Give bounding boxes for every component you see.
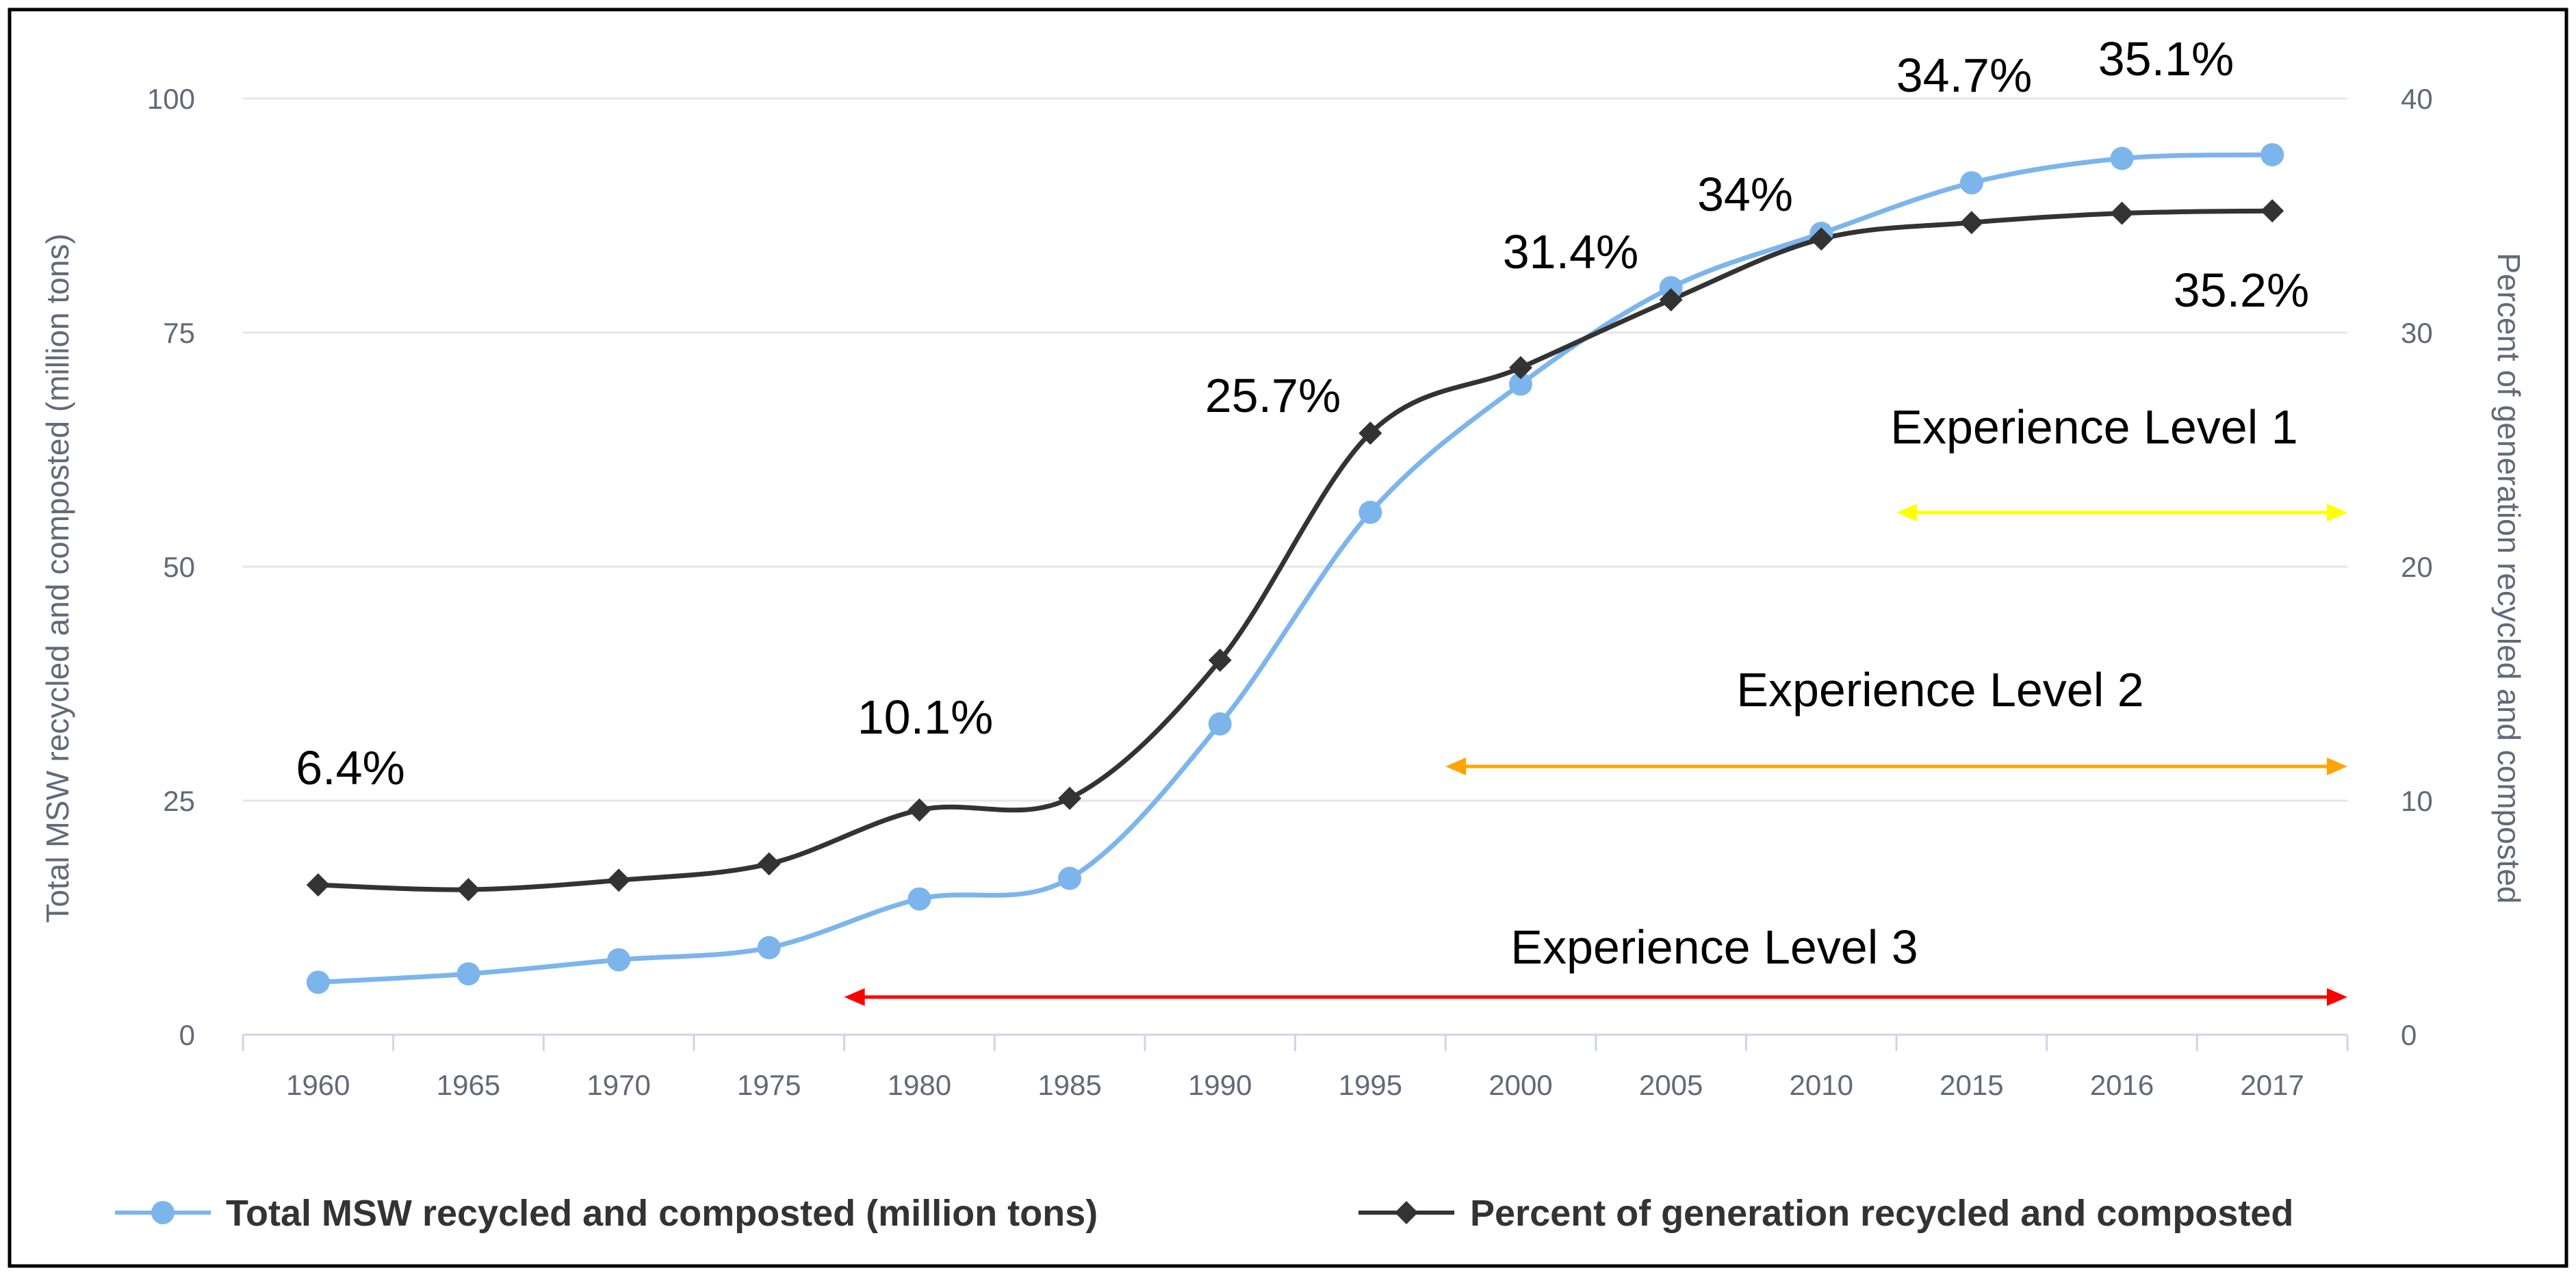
annotation-2005: 34% bbox=[1697, 168, 1793, 221]
series-markers bbox=[306, 143, 2284, 994]
left-tick-100: 100 bbox=[147, 83, 195, 115]
left-tick-25: 25 bbox=[163, 785, 195, 817]
percent-point-1965 bbox=[456, 877, 480, 901]
msw-point-1995 bbox=[1358, 500, 1382, 524]
right-tick-20: 20 bbox=[2401, 551, 2433, 583]
chart-border bbox=[8, 8, 2568, 1268]
msw-point-2017 bbox=[2261, 143, 2284, 167]
x-tick-1965: 1965 bbox=[437, 1069, 500, 1101]
experience-level-2-label: Experience Level 2 bbox=[1736, 663, 2143, 716]
msw-point-1960 bbox=[306, 970, 330, 994]
legend-diamond-icon bbox=[1395, 1201, 1418, 1224]
annotation-1980: 10.1% bbox=[858, 690, 993, 744]
msw-point-1970 bbox=[607, 948, 631, 972]
experience-levels: Experience Level 1 Experience Level 2 Ex… bbox=[844, 400, 2347, 1006]
msw-point-1985 bbox=[1058, 866, 1082, 890]
x-axis-ticks: 1960 1965 1970 1975 1980 1985 1990 1995 … bbox=[286, 1069, 2304, 1101]
percent-point-1990 bbox=[1208, 648, 1232, 672]
right-tick-40: 40 bbox=[2401, 83, 2433, 115]
right-tick-30: 30 bbox=[2401, 317, 2433, 349]
percent-point-2000 bbox=[1508, 356, 1532, 380]
legend-label-msw: Total MSW recycled and composted (millio… bbox=[226, 1193, 1098, 1234]
percent-point-1985 bbox=[1058, 786, 1082, 810]
annotation-1990: 25.7% bbox=[1205, 369, 1341, 422]
experience-level-3-label: Experience Level 3 bbox=[1510, 920, 1918, 974]
percent-point-1960 bbox=[306, 873, 330, 897]
x-tick-2016: 2016 bbox=[2090, 1069, 2154, 1101]
percent-point-2005 bbox=[1659, 288, 1683, 312]
x-tick-1970: 1970 bbox=[587, 1069, 650, 1101]
left-axis-ticks: 0 25 50 75 100 bbox=[147, 83, 195, 1051]
x-tick-2015: 2015 bbox=[1940, 1069, 2003, 1101]
percent-point-2017 bbox=[2261, 199, 2284, 223]
annotation-2017: 35.2% bbox=[2174, 263, 2309, 317]
x-tick-1990: 1990 bbox=[1188, 1069, 1252, 1101]
x-tick-1980: 1980 bbox=[888, 1069, 951, 1101]
x-tick-1960: 1960 bbox=[286, 1069, 350, 1101]
experience-level-2-arrow bbox=[1445, 758, 2347, 775]
percent-annotations: 6.4% 10.1% 25.7% 31.4% 34% 34.7% 35.1% 3… bbox=[296, 32, 2309, 794]
percent-point-2010 bbox=[1809, 227, 1833, 251]
series-line-msw bbox=[315, 152, 2275, 985]
legend-label-percent: Percent of generation recycled and compo… bbox=[1470, 1193, 2293, 1234]
x-tick-2010: 2010 bbox=[1790, 1069, 1853, 1101]
experience-level-1-label: Experience Level 1 bbox=[1890, 400, 2297, 454]
right-axis-title: Percent of generation recycled and compo… bbox=[2491, 253, 2527, 903]
msw-point-1965 bbox=[456, 962, 480, 986]
x-tick-2005: 2005 bbox=[1639, 1069, 1703, 1101]
annotation-2016: 35.1% bbox=[2098, 32, 2234, 86]
percent-point-1975 bbox=[757, 852, 781, 876]
experience-level-1-arrow bbox=[1896, 504, 2347, 521]
msw-point-1990 bbox=[1208, 712, 1232, 736]
series-line-percent bbox=[315, 208, 2275, 892]
msw-point-2000 bbox=[1508, 372, 1532, 396]
experience-level-3-arrow bbox=[844, 988, 2347, 1006]
gridlines bbox=[242, 97, 2349, 1051]
percent-point-2016 bbox=[2110, 201, 2134, 225]
msw-point-2016 bbox=[2110, 146, 2134, 170]
percent-point-1970 bbox=[607, 868, 631, 892]
x-tick-2017: 2017 bbox=[2240, 1069, 2304, 1101]
right-tick-10: 10 bbox=[2401, 785, 2433, 817]
series-lines bbox=[315, 152, 2275, 985]
msw-point-2015 bbox=[1959, 171, 1983, 195]
x-tick-2000: 2000 bbox=[1489, 1069, 1552, 1101]
left-tick-0: 0 bbox=[179, 1019, 195, 1051]
left-tick-75: 75 bbox=[163, 317, 195, 349]
msw-point-1980 bbox=[907, 887, 931, 911]
percent-point-1980 bbox=[907, 798, 931, 822]
msw-point-1975 bbox=[757, 935, 781, 959]
left-tick-50: 50 bbox=[163, 551, 195, 583]
annotation-1960: 6.4% bbox=[296, 741, 405, 794]
x-tick-1985: 1985 bbox=[1038, 1069, 1101, 1101]
x-tick-1975: 1975 bbox=[737, 1069, 801, 1101]
percent-point-1995 bbox=[1358, 422, 1382, 445]
right-axis-ticks: 0 10 20 30 40 bbox=[2401, 83, 2433, 1051]
annotation-2000: 31.4% bbox=[1503, 225, 1638, 279]
percent-point-2015 bbox=[1959, 211, 1983, 235]
left-axis-title: Total MSW recycled and composted (millio… bbox=[40, 233, 75, 922]
right-tick-0: 0 bbox=[2401, 1019, 2417, 1051]
legend: Total MSW recycled and composted (millio… bbox=[115, 1193, 2293, 1234]
legend-circle-icon bbox=[151, 1201, 175, 1224]
annotation-2015: 34.7% bbox=[1896, 49, 2032, 102]
x-tick-1995: 1995 bbox=[1339, 1069, 1402, 1101]
msw-point-2005 bbox=[1659, 276, 1683, 300]
